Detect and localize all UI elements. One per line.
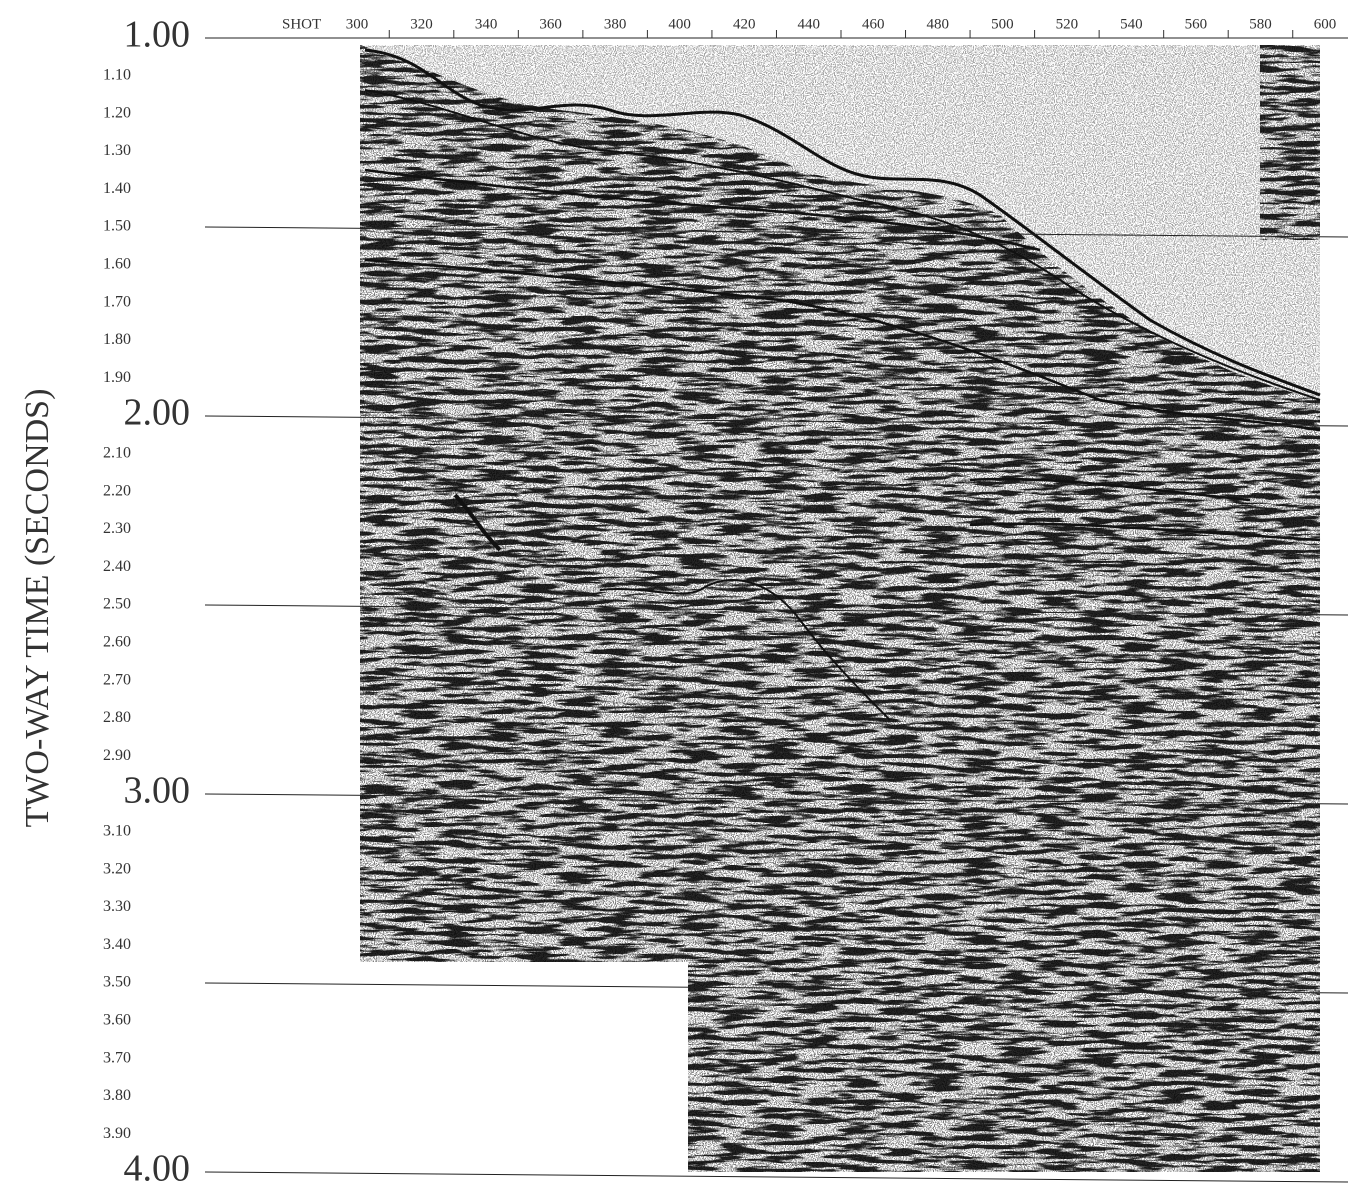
minor-time-label: 1.50 [103,218,131,235]
minor-time-label: 3.60 [103,1011,131,1028]
minor-time-label: 2.10 [103,444,131,461]
shot-label: 600 [1314,16,1337,32]
shot-label: 300 [346,16,369,32]
minor-time-label: 3.80 [103,1087,131,1104]
major-time-label: 1.00 [124,14,191,56]
minor-time-label: 1.70 [103,293,131,310]
major-time-label: 3.00 [124,770,191,812]
timing-line [205,1172,1348,1182]
minor-time-label: 3.70 [103,1049,131,1066]
minor-time-label: 2.20 [103,482,131,499]
shot-label: 380 [604,16,627,32]
shot-label: 560 [1185,16,1208,32]
minor-time-label: 1.10 [103,66,131,83]
shot-label: 400 [668,16,691,32]
minor-time-label: 1.80 [103,331,131,348]
major-time-label: 4.00 [124,1148,191,1190]
shot-label: 340 [475,16,498,32]
minor-time-label: 1.60 [103,255,131,272]
shot-label: 520 [1056,16,1079,32]
y-axis-label: TWO-WAY TIME (SECONDS) [19,389,56,828]
minor-time-label: 1.90 [103,369,131,386]
minor-time-label: 2.50 [103,596,131,613]
shot-label: 540 [1120,16,1143,32]
shot-label: 320 [410,16,433,32]
minor-time-label: 2.30 [103,520,131,537]
minor-time-label: 3.90 [103,1125,131,1142]
minor-time-label: 2.40 [103,558,131,575]
minor-time-label: 3.50 [103,974,131,991]
minor-time-label: 3.10 [103,822,131,839]
minor-time-label: 2.90 [103,747,131,764]
shot-label: 360 [539,16,562,32]
shot-label: 580 [1249,16,1272,32]
shot-prefix: SHOT [282,16,321,32]
minor-time-label: 1.20 [103,104,131,121]
minor-time-label: 3.30 [103,898,131,915]
shot-label: 440 [797,16,820,32]
shot-label: 460 [862,16,885,32]
minor-time-label: 2.60 [103,633,131,650]
minor-time-label: 3.40 [103,936,131,953]
major-time-label: 2.00 [124,392,191,434]
seismic-figure: 1.00 1.10 1.20 1.30 1.40 1.50 1.60 1.70 1.80 1.90… [0,0,1350,1196]
minor-time-label: 2.80 [103,709,131,726]
shot-label: 420 [733,16,756,32]
shot-label: 500 [991,16,1014,32]
minor-time-label: 3.20 [103,860,131,877]
shot-label: 480 [927,16,950,32]
minor-time-label: 1.30 [103,142,131,159]
minor-time-label: 2.70 [103,671,131,688]
minor-time-label: 1.40 [103,180,131,197]
